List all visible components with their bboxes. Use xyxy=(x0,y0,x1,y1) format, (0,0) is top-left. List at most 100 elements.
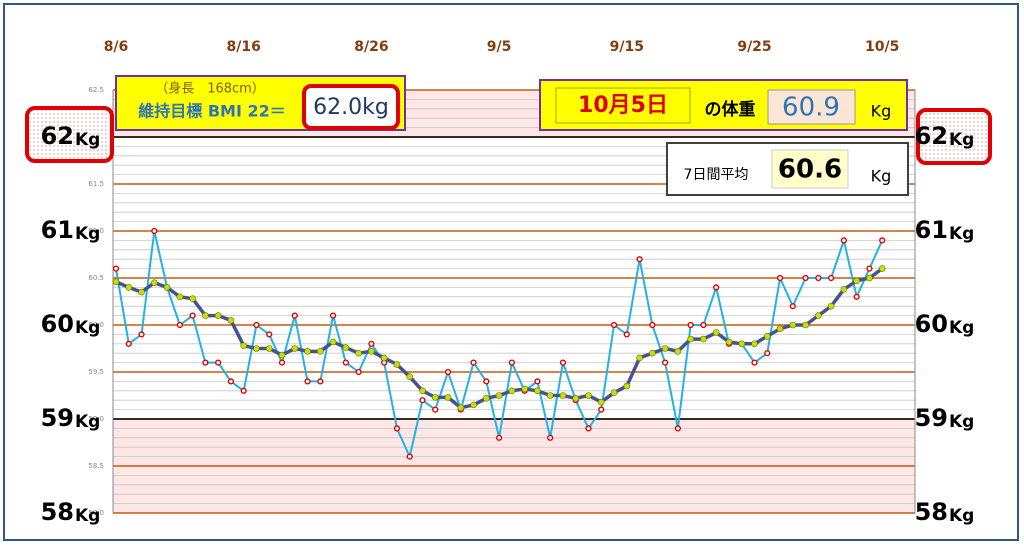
point xyxy=(674,425,681,432)
point xyxy=(840,285,848,293)
point xyxy=(610,321,618,329)
point xyxy=(393,361,401,368)
side-label-right: 59 xyxy=(915,404,948,432)
side-label-right-unit: Kg xyxy=(949,224,974,244)
point xyxy=(291,345,299,352)
point xyxy=(304,348,311,355)
point xyxy=(712,329,720,336)
highlight-box xyxy=(25,106,114,163)
point xyxy=(828,274,835,282)
point xyxy=(265,345,273,352)
point xyxy=(457,404,465,412)
point xyxy=(189,312,196,319)
point xyxy=(623,382,631,390)
point xyxy=(202,359,209,366)
point xyxy=(597,398,605,406)
point xyxy=(636,354,643,362)
point xyxy=(419,397,426,404)
point xyxy=(444,368,452,376)
point xyxy=(342,344,350,351)
side-label-right-unit: Kg xyxy=(949,318,974,338)
point xyxy=(802,321,809,329)
highlight-box xyxy=(916,108,992,165)
point xyxy=(278,351,286,359)
point xyxy=(636,256,643,263)
side-label-left-unit: Kg xyxy=(75,506,100,526)
side-label-right-unit: Kg xyxy=(949,130,974,150)
x-tick-label: 9/5 xyxy=(487,39,512,55)
point xyxy=(534,378,541,385)
point xyxy=(763,332,771,340)
avg-label: 7日間平均 xyxy=(684,167,749,183)
x-tick-label: 10/5 xyxy=(865,39,899,55)
point xyxy=(776,274,784,282)
point xyxy=(432,406,439,413)
side-label-left: 62 xyxy=(41,122,74,150)
point xyxy=(329,312,337,319)
point xyxy=(202,312,209,319)
side-label-left-unit: Kg xyxy=(75,412,100,432)
point xyxy=(151,279,158,287)
point xyxy=(827,302,835,310)
point xyxy=(764,350,771,357)
point xyxy=(572,395,580,402)
y-tick-label: 60.5 xyxy=(88,274,104,282)
point xyxy=(215,359,222,366)
y-tick-label: 59.5 xyxy=(88,368,104,376)
x-tick-label: 8/26 xyxy=(354,39,388,55)
point xyxy=(776,325,784,333)
side-label-right-unit: Kg xyxy=(949,506,974,526)
avg-value: 60.6 xyxy=(778,155,842,185)
point xyxy=(317,348,324,355)
point xyxy=(278,359,286,366)
point xyxy=(559,359,567,366)
point xyxy=(329,338,337,346)
point xyxy=(355,368,362,376)
point xyxy=(138,288,145,296)
point xyxy=(112,265,120,272)
goal-weight: 62.0kg xyxy=(313,95,389,120)
y-tick-label: 58.5 xyxy=(88,462,104,470)
side-label-right: 61 xyxy=(915,216,948,244)
point xyxy=(342,359,349,366)
point xyxy=(815,274,822,282)
date-box xyxy=(555,87,691,124)
point xyxy=(304,378,311,385)
side-label-left: 59 xyxy=(41,404,74,432)
point xyxy=(853,293,860,300)
point xyxy=(585,392,592,399)
point xyxy=(534,387,541,395)
point xyxy=(700,321,707,329)
point xyxy=(125,340,132,347)
point xyxy=(559,392,567,399)
point xyxy=(789,321,797,329)
point xyxy=(662,359,669,366)
point xyxy=(317,378,324,385)
point xyxy=(176,293,184,301)
point xyxy=(585,425,592,432)
point xyxy=(470,359,477,366)
goal-text: 維持目標 BMI 22＝ xyxy=(138,102,285,121)
point xyxy=(483,395,490,402)
weight-unit: Kg xyxy=(871,102,892,121)
point xyxy=(789,303,796,310)
point xyxy=(266,331,273,338)
y-tick-label: 60.0 xyxy=(88,321,104,329)
point xyxy=(751,340,758,348)
y-tick-label: 58.0 xyxy=(88,509,104,517)
point xyxy=(470,401,477,409)
y-tick-label: 62.5 xyxy=(88,86,104,94)
side-label-right: 62 xyxy=(915,122,948,150)
point xyxy=(483,378,490,385)
point xyxy=(419,387,426,395)
side-label-right: 58 xyxy=(915,498,948,526)
date: 10月5日 xyxy=(578,93,668,118)
point xyxy=(649,349,656,357)
point xyxy=(738,340,746,348)
side-label-left-unit: Kg xyxy=(75,224,100,244)
point xyxy=(227,316,235,324)
side-label-left: 60 xyxy=(41,310,74,338)
weight-value-box xyxy=(767,89,856,125)
point xyxy=(189,295,196,302)
